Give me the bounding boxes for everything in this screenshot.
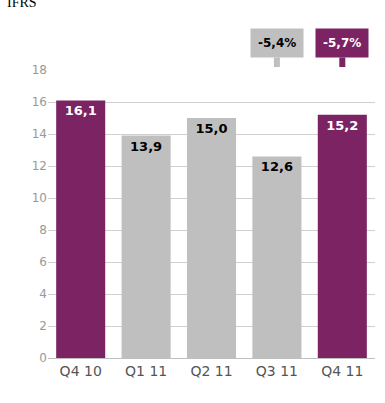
svg-text:10: 10 — [32, 191, 47, 205]
svg-text:15,2: 15,2 — [326, 118, 358, 133]
svg-text:8: 8 — [39, 223, 47, 237]
svg-text:-5,4%: -5,4% — [258, 36, 296, 50]
svg-text:16: 16 — [32, 95, 47, 109]
svg-text:16,1: 16,1 — [65, 103, 97, 118]
svg-text:Q2 11: Q2 11 — [190, 363, 232, 379]
svg-text:6: 6 — [39, 255, 47, 269]
svg-text:15,0: 15,0 — [195, 121, 227, 136]
svg-text:13,9: 13,9 — [130, 139, 162, 154]
svg-text:12: 12 — [32, 159, 47, 173]
svg-text:Q4 10: Q4 10 — [60, 363, 102, 379]
svg-text:0: 0 — [39, 351, 47, 365]
svg-text:IFRS: IFRS — [7, 0, 37, 10]
svg-text:2: 2 — [39, 319, 47, 333]
svg-text:Q1 11: Q1 11 — [125, 363, 167, 379]
svg-text:12,6: 12,6 — [261, 159, 293, 174]
svg-text:18: 18 — [32, 63, 47, 77]
svg-text:4: 4 — [39, 287, 47, 301]
svg-text:14: 14 — [32, 127, 47, 141]
svg-text:Q3 11: Q3 11 — [256, 363, 298, 379]
svg-text:Q4 11: Q4 11 — [321, 363, 363, 379]
svg-text:-5,7%: -5,7% — [323, 36, 361, 50]
